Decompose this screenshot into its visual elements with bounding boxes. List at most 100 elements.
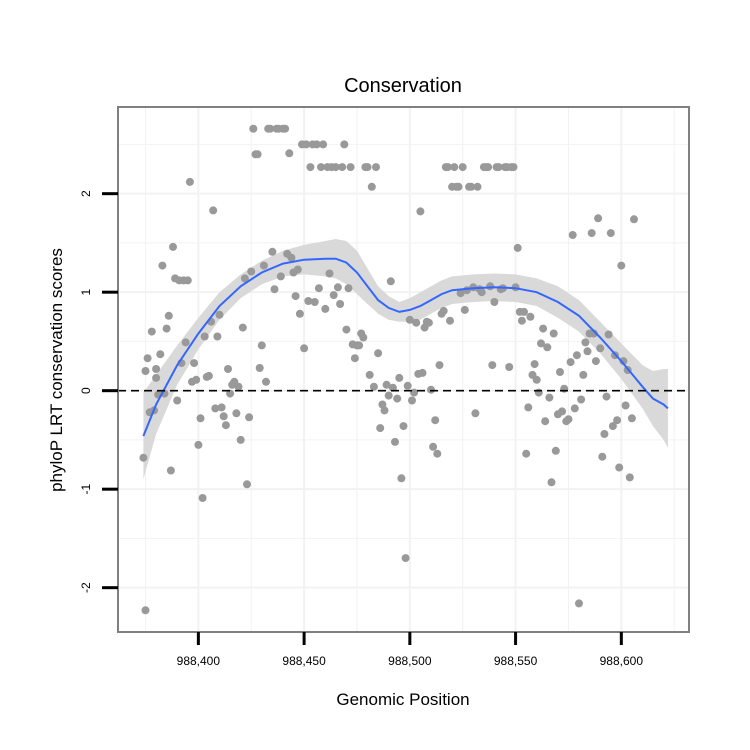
y-tick-label: -1 bbox=[79, 484, 93, 495]
data-point bbox=[257, 341, 266, 350]
data-point bbox=[285, 149, 294, 158]
data-point bbox=[537, 339, 545, 348]
data-point bbox=[443, 163, 452, 172]
data-point bbox=[410, 388, 419, 397]
x-tick-label: 988,450 bbox=[282, 654, 326, 668]
data-point bbox=[173, 396, 182, 405]
data-point bbox=[602, 392, 611, 401]
data-point bbox=[141, 606, 150, 615]
data-point bbox=[530, 360, 539, 369]
data-point bbox=[405, 315, 414, 324]
data-point bbox=[152, 365, 161, 373]
data-point bbox=[266, 124, 275, 133]
data-point bbox=[139, 453, 148, 462]
data-point bbox=[583, 347, 592, 356]
data-point bbox=[560, 384, 569, 393]
data-point bbox=[200, 332, 209, 341]
data-point bbox=[627, 414, 636, 423]
data-point bbox=[556, 368, 564, 376]
data-point bbox=[156, 350, 165, 359]
chart-title: Conservation bbox=[344, 75, 462, 97]
data-point bbox=[412, 318, 421, 327]
data-point bbox=[594, 214, 603, 223]
data-point bbox=[488, 361, 497, 370]
data-point bbox=[558, 407, 567, 416]
y-tick-label: 0 bbox=[79, 387, 93, 394]
data-point bbox=[338, 163, 347, 172]
data-point bbox=[169, 242, 177, 251]
data-point bbox=[386, 277, 395, 286]
data-point bbox=[325, 269, 334, 278]
data-point bbox=[486, 282, 495, 291]
data-point bbox=[397, 474, 406, 483]
data-point bbox=[342, 325, 351, 334]
data-point bbox=[384, 391, 393, 400]
x-tick-label: 988,600 bbox=[600, 654, 644, 668]
data-point bbox=[456, 289, 465, 298]
data-point bbox=[545, 393, 554, 402]
data-point bbox=[524, 403, 533, 412]
data-point bbox=[473, 182, 482, 191]
data-point bbox=[262, 377, 270, 386]
data-point bbox=[534, 388, 543, 397]
grid-lines bbox=[118, 107, 689, 632]
data-point bbox=[287, 253, 296, 262]
data-point bbox=[219, 412, 228, 421]
data-point bbox=[198, 494, 207, 502]
data-point bbox=[608, 422, 617, 431]
data-point bbox=[403, 381, 412, 390]
data-point bbox=[433, 449, 442, 458]
y-tick-label: 2 bbox=[79, 190, 93, 197]
panel-border bbox=[117, 106, 690, 633]
data-point bbox=[232, 409, 241, 418]
data-point bbox=[418, 368, 427, 377]
data-point bbox=[568, 231, 577, 239]
data-point bbox=[306, 163, 315, 172]
data-point bbox=[579, 370, 588, 379]
data-point bbox=[310, 298, 319, 306]
data-point bbox=[141, 367, 150, 375]
data-point bbox=[234, 382, 243, 391]
data-point bbox=[619, 357, 628, 366]
data-point bbox=[245, 413, 254, 422]
data-point bbox=[236, 435, 245, 444]
data-point bbox=[591, 357, 600, 366]
data-point bbox=[600, 430, 609, 438]
data-point bbox=[346, 163, 355, 172]
data-point bbox=[158, 261, 167, 270]
data-point bbox=[255, 364, 264, 372]
data-point bbox=[295, 309, 304, 318]
data-point bbox=[494, 163, 503, 172]
data-point bbox=[431, 416, 440, 425]
data-point bbox=[458, 163, 467, 172]
y-tick-label: -2 bbox=[79, 582, 93, 593]
data-point bbox=[606, 229, 615, 238]
data-point bbox=[363, 163, 372, 172]
data-point bbox=[166, 466, 175, 475]
y-tick-label: 1 bbox=[79, 289, 93, 296]
data-point bbox=[217, 403, 226, 412]
data-point bbox=[454, 182, 463, 191]
data-point bbox=[190, 359, 199, 368]
data-point bbox=[408, 396, 416, 405]
data-point bbox=[509, 163, 518, 172]
data-point bbox=[319, 140, 328, 149]
data-point bbox=[224, 365, 232, 373]
data-point bbox=[317, 163, 325, 172]
data-point bbox=[435, 361, 444, 370]
data-point bbox=[547, 478, 556, 487]
data-point bbox=[604, 330, 613, 339]
data-point bbox=[484, 163, 493, 172]
data-point bbox=[541, 417, 550, 426]
data-point bbox=[543, 343, 552, 352]
data-point bbox=[446, 316, 454, 325]
data-point bbox=[570, 404, 579, 413]
x-tick-label: 988,550 bbox=[494, 654, 538, 668]
data-point bbox=[477, 288, 486, 297]
data-point bbox=[331, 163, 340, 172]
x-tick-label: 988,500 bbox=[388, 654, 432, 668]
data-point bbox=[471, 409, 480, 418]
data-point bbox=[617, 261, 626, 270]
data-point bbox=[572, 351, 581, 360]
data-point bbox=[143, 354, 152, 363]
